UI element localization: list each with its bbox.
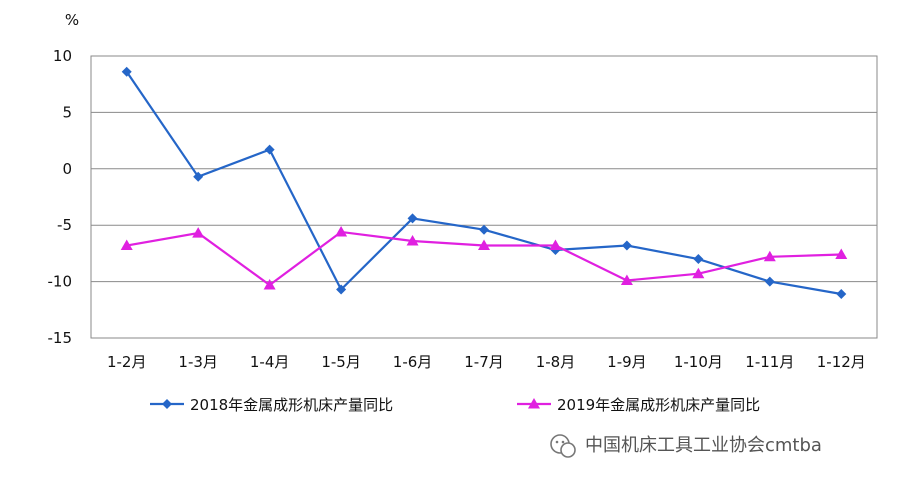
y-tick-label: -15	[48, 329, 73, 347]
data-point	[621, 240, 632, 251]
x-tick-label: 1-6月	[393, 353, 433, 371]
y-tick-label: 5	[62, 103, 72, 121]
data-point	[336, 284, 347, 295]
x-tick-label: 1-9月	[607, 353, 647, 371]
plot-area-frame	[90, 55, 878, 339]
data-point	[693, 254, 704, 265]
data-point	[121, 66, 132, 77]
x-tick-label: 1-4月	[250, 353, 290, 371]
data-point	[478, 239, 490, 251]
gridlines	[91, 55, 877, 339]
data-point	[835, 248, 848, 260]
y-tick-label: 10	[53, 47, 72, 65]
x-tick-label: 1-11月	[745, 353, 794, 371]
data-point	[192, 227, 205, 238]
y-tick-label: -10	[48, 273, 73, 291]
legend: 2018年金属成形机床产量同比 2019年金属成形机床产量同比	[150, 396, 760, 414]
x-tick-label: 1-12月	[817, 353, 866, 371]
data-point	[193, 171, 204, 182]
x-tick-label: 1-3月	[178, 353, 218, 371]
x-tick-label: 1-5月	[321, 353, 361, 371]
series-1	[121, 66, 847, 300]
data-point	[479, 224, 489, 235]
y-tick-labels: 10 5 0 -5 -10 -15	[48, 47, 73, 347]
data-point	[263, 278, 276, 290]
series-layer	[120, 66, 848, 300]
y-axis-unit-label: %	[65, 11, 79, 29]
data-point	[620, 274, 633, 285]
x-tick-label: 1-2月	[107, 353, 147, 371]
data-point	[120, 239, 133, 251]
series-line	[125, 71, 842, 296]
data-point	[264, 144, 275, 155]
series-2	[120, 225, 848, 290]
data-point	[407, 213, 418, 224]
x-tick-label: 1-10月	[674, 353, 723, 371]
data-point	[406, 234, 419, 246]
data-point	[836, 289, 847, 300]
data-point	[335, 225, 348, 237]
legend-item: 2019年金属成形机床产量同比	[517, 396, 760, 414]
data-point	[549, 239, 562, 251]
plot-border	[90, 55, 878, 339]
data-point	[763, 250, 776, 262]
data-point	[692, 267, 705, 279]
legend-marker	[528, 398, 540, 409]
x-tick-label: 1-8月	[536, 353, 576, 371]
x-tick-label: 1-7月	[464, 353, 504, 371]
watermark: 中国机床工具工业协会cmtba	[550, 434, 822, 458]
x-tick-labels: 1-2月 1-3月 1-4月 1-5月 1-6月 1-7月 1-8月 1-9月 1-10月 1-1…	[107, 353, 866, 371]
legend-item: 2018年金属成形机床产量同比	[150, 396, 393, 414]
watermark-text: 中国机床工具工业协会cmtba	[585, 435, 822, 456]
wechat-icon	[550, 434, 576, 458]
y-tick-label: -5	[57, 216, 72, 234]
data-point	[764, 276, 775, 287]
legend-label: 2018年金属成形机床产量同比	[190, 396, 393, 414]
legend-marker	[162, 399, 172, 409]
y-tick-label: 0	[62, 160, 72, 178]
legend-label: 2019年金属成形机床产量同比	[557, 396, 760, 414]
